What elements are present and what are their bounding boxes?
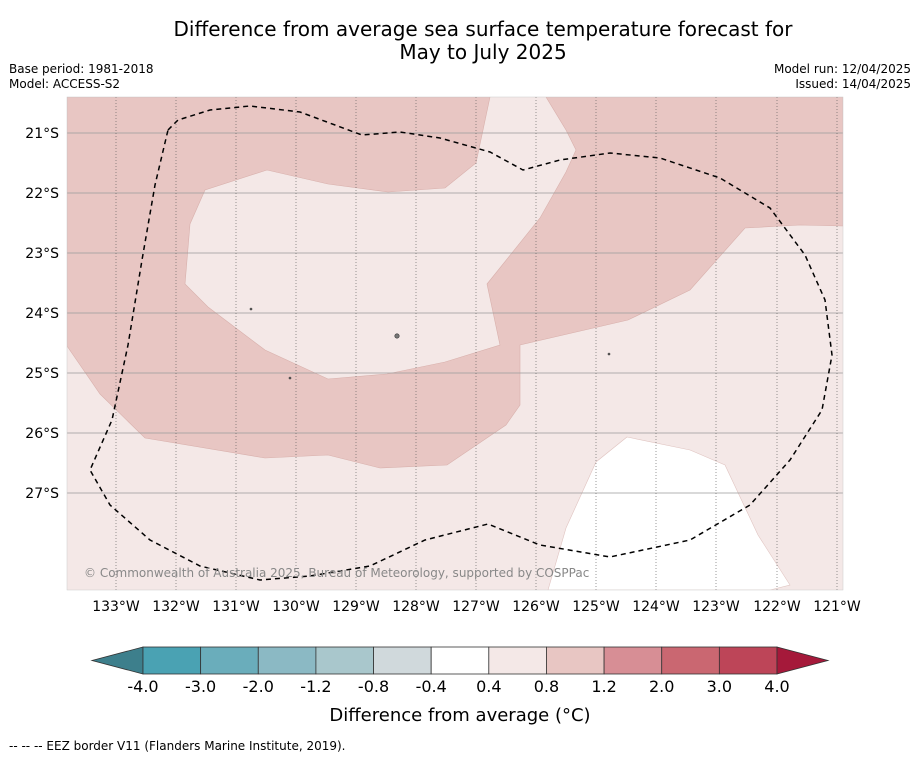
latitude-label: 21°S (25, 126, 59, 142)
longitude-label: 133°W (92, 599, 140, 615)
longitude-label: 122°W (753, 599, 801, 615)
longitude-label: 127°W (452, 599, 500, 615)
base-period: Base period: 1981-2018 (9, 62, 154, 76)
colorbar-tick-label: 4.0 (764, 677, 789, 696)
colorbar-swatch (257, 646, 317, 675)
colorbar-swatch (200, 646, 259, 675)
longitude-label: 125°W (572, 599, 620, 615)
model-name: Model: ACCESS-S2 (9, 77, 121, 91)
colorbar-tick-label: -0.8 (358, 677, 389, 696)
colorbar-tick-label: 0.4 (476, 677, 501, 696)
colorbar-high-extend (776, 646, 830, 675)
map-title-line1: Difference from average sea surface temp… (173, 17, 793, 41)
anomaly-speck (288, 376, 292, 380)
latitude-label: 22°S (25, 186, 59, 202)
latitude-label: 25°S (25, 366, 59, 382)
latitude-label: 26°S (25, 426, 59, 442)
colorbar-tick-label: -3.0 (185, 677, 216, 696)
colorbar-swatch (488, 646, 547, 675)
latitude-label: 27°S (25, 486, 59, 502)
map-field: © Commonwealth of Australia 2025, Bureau… (67, 97, 843, 590)
longitude-label: 126°W (512, 599, 560, 615)
colorbar-tick-label: -0.4 (416, 677, 447, 696)
longitude-label: 130°W (272, 599, 320, 615)
longitude-label: 129°W (332, 599, 380, 615)
longitude-label: 121°W (813, 599, 861, 615)
colorbar-tick-label: 2.0 (649, 677, 674, 696)
longitude-label: 124°W (632, 599, 680, 615)
longitude-label: 128°W (392, 599, 440, 615)
copyright-notice: © Commonwealth of Australia 2025, Bureau… (84, 566, 589, 580)
longitude-labels: 133°W 132°W 131°W 130°W 129°W 128°W 127°W 126°W… (92, 599, 861, 615)
longitude-label: 131°W (212, 599, 260, 615)
colorbar-tick-label: -4.0 (127, 677, 158, 696)
meta-right: Model run: 12/04/2025 Issued: 14/04/2025 (774, 62, 911, 92)
issued-date: Issued: 14/04/2025 (795, 77, 911, 91)
graticule (67, 97, 843, 590)
colorbar-low-extend (90, 646, 144, 675)
colorbar-tick-label: 3.0 (707, 677, 732, 696)
anomaly-speck (607, 352, 611, 356)
anomaly-band-low (547, 436, 791, 590)
colorbar-swatch (718, 646, 778, 675)
colorbar-tick-label: 0.8 (534, 677, 559, 696)
map-title-line2: May to July 2025 (399, 40, 567, 64)
anomaly-band-dark-main (67, 97, 843, 469)
colorbar-tick-label: 1.2 (591, 677, 616, 696)
latitude-label: 23°S (25, 246, 59, 262)
eez-footnote: -- -- -- EEZ border V11 (Flanders Marine… (9, 739, 346, 753)
colorbar: -4.0 -3.0 -2.0 -1.2 -0.8 -0.4 0.4 0.8 1.2 2.0 3.0 4… (90, 646, 830, 696)
colorbar-swatch (142, 646, 202, 675)
longitude-label: 123°W (692, 599, 740, 615)
anomaly-speck (394, 333, 400, 339)
latitude-label: 24°S (25, 306, 59, 322)
colorbar-label: Difference from average (°C) (329, 705, 590, 726)
colorbar-swatch (315, 646, 374, 675)
colorbar-tick-label: -1.2 (300, 677, 331, 696)
meta-left: Base period: 1981-2018 Model: ACCESS-S2 (9, 62, 154, 92)
model-run: Model run: 12/04/2025 (773, 62, 911, 76)
map-title: Difference from average sea surface temp… (0, 18, 919, 64)
longitude-label: 132°W (152, 599, 200, 615)
colorbar-swatch (603, 646, 663, 675)
anomaly-speck (249, 307, 253, 311)
colorbar-swatch (430, 646, 490, 675)
colorbar-swatch (373, 646, 432, 675)
colorbar-tick-label: -2.0 (243, 677, 274, 696)
colorbar-swatch (661, 646, 720, 675)
colorbar-swatch (546, 646, 605, 675)
latitude-labels: 21°S 22°S 23°S 24°S 25°S 26°S 27°S (25, 126, 59, 502)
map-frame (66, 96, 844, 591)
eez-border (89, 105, 833, 581)
